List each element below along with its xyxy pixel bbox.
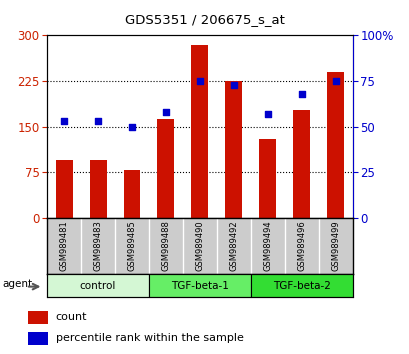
Point — [128, 124, 135, 130]
Bar — [56, 160, 72, 218]
Text: percentile rank within the sample: percentile rank within the sample — [56, 333, 243, 343]
Point — [230, 82, 236, 87]
Bar — [89, 160, 106, 218]
Text: TGF-beta-1: TGF-beta-1 — [171, 280, 228, 291]
Bar — [47, 274, 148, 297]
Point — [94, 118, 101, 124]
Point — [162, 109, 169, 115]
Text: GSM989485: GSM989485 — [127, 221, 136, 271]
Text: control: control — [80, 280, 116, 291]
Text: GSM989499: GSM989499 — [330, 221, 339, 271]
Text: GSM989490: GSM989490 — [195, 221, 204, 271]
Text: GSM989494: GSM989494 — [263, 221, 272, 271]
Text: agent: agent — [2, 279, 32, 289]
Bar — [28, 312, 48, 324]
Bar — [148, 274, 250, 297]
Text: GSM989483: GSM989483 — [93, 221, 102, 272]
Point — [196, 78, 203, 84]
Bar — [292, 109, 310, 218]
Bar — [250, 274, 352, 297]
Text: TGF-beta-2: TGF-beta-2 — [272, 280, 330, 291]
Text: GSM989492: GSM989492 — [229, 221, 238, 271]
Bar — [28, 332, 48, 345]
Text: GDS5351 / 206675_s_at: GDS5351 / 206675_s_at — [125, 13, 284, 27]
Point — [61, 118, 67, 124]
Bar — [191, 45, 208, 218]
Point — [298, 91, 304, 97]
Bar — [225, 81, 242, 218]
Bar — [123, 170, 140, 218]
Bar — [157, 119, 174, 218]
Text: GSM989496: GSM989496 — [297, 221, 306, 271]
Text: GSM989488: GSM989488 — [161, 221, 170, 272]
Text: GSM989481: GSM989481 — [59, 221, 68, 271]
Text: count: count — [56, 312, 87, 322]
Bar — [258, 139, 276, 218]
Point — [264, 111, 270, 116]
Point — [332, 78, 338, 84]
Bar — [326, 72, 343, 218]
